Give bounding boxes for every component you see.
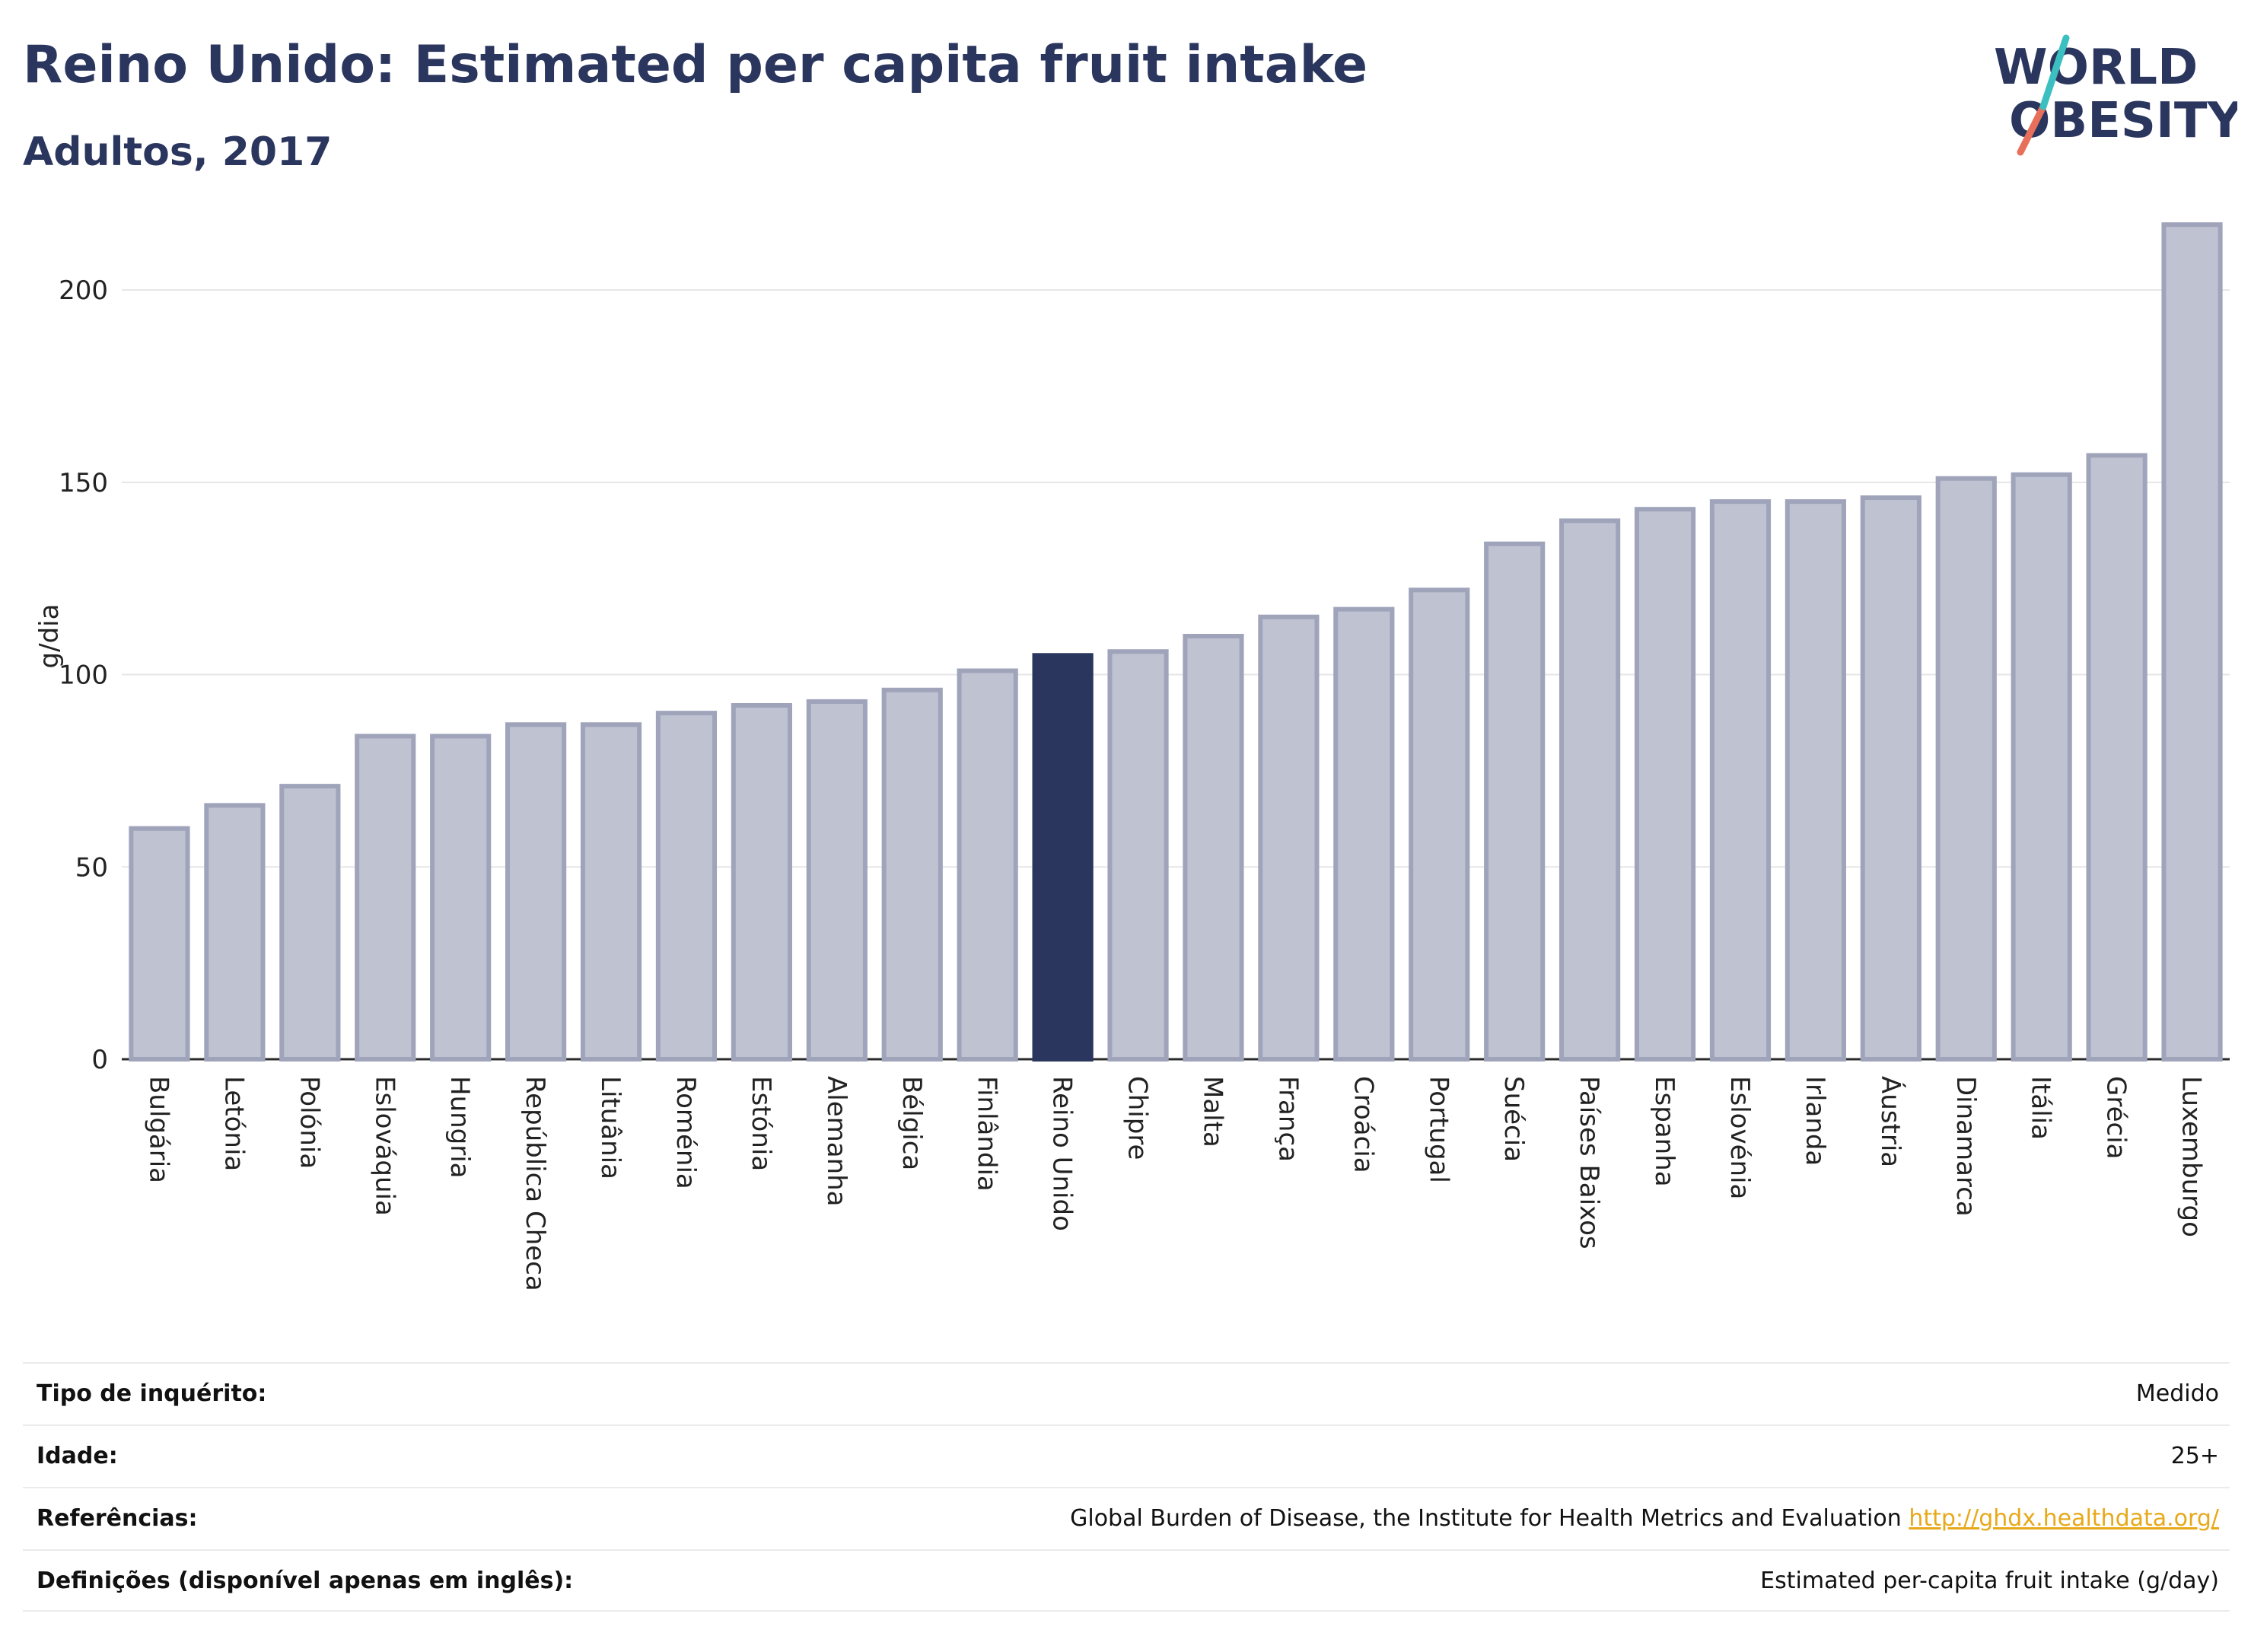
y-tick-label: 50	[75, 852, 108, 883]
x-tick-label: Áustria	[1875, 1076, 1906, 1167]
x-tick-label: Reino Unido	[1047, 1076, 1078, 1231]
x-tick-label: França	[1272, 1076, 1303, 1162]
reference-link[interactable]: http://ghdx.healthdata.org/	[1909, 1505, 2219, 1532]
x-tick-label: Roménia	[670, 1076, 701, 1189]
x-tick-label: Espanha	[1649, 1076, 1679, 1187]
bar-estónia	[731, 702, 792, 1062]
metadata-value: Global Burden of Disease, the Institute …	[1070, 1505, 2219, 1532]
bar-alemanha	[806, 699, 868, 1062]
y-tick-label: 150	[59, 468, 108, 498]
y-axis-label: g/dia	[34, 604, 65, 669]
bar-irlanda	[1785, 499, 1846, 1062]
metadata-value: 25+	[2170, 1443, 2219, 1469]
x-tick-label: Estónia	[746, 1076, 776, 1171]
metadata-table: Tipo de inquérito: Medido Idade: 25+ Referên…	[23, 1362, 2230, 1612]
bar-áustria	[1860, 495, 1921, 1062]
metadata-row: Idade: 25+	[23, 1424, 2230, 1487]
x-tick-label: Finlândia	[972, 1076, 1002, 1192]
metadata-label: Definições (disponível apenas em inglês)…	[37, 1568, 574, 1594]
x-tick-label: Bélgica	[896, 1076, 927, 1170]
metadata-value: Medido	[2135, 1380, 2219, 1407]
bar-bulgária	[129, 826, 190, 1062]
bar-polónia	[279, 784, 341, 1062]
bar-lituânia	[580, 722, 642, 1062]
y-tick-label: 100	[59, 660, 108, 691]
metadata-label: Tipo de inquérito:	[37, 1380, 267, 1407]
x-tick-label: Irlanda	[1800, 1076, 1830, 1166]
metadata-row: Definições (disponível apenas em inglês)…	[23, 1549, 2230, 1612]
x-tick-label: Itália	[2026, 1076, 2056, 1140]
bar-grécia	[2086, 453, 2148, 1062]
x-tick-label: Croácia	[1348, 1076, 1378, 1173]
x-tick-label: Países Baixos	[1574, 1076, 1604, 1249]
x-tick-label: Lituânia	[595, 1076, 626, 1179]
x-tick-label: Malta	[1197, 1076, 1227, 1147]
bar-espanha	[1634, 507, 1696, 1062]
x-tick-label: Eslováquia	[369, 1076, 400, 1216]
x-tick-label: Eslovénia	[1724, 1076, 1755, 1199]
x-tick-label: Letónia	[218, 1076, 249, 1171]
y-tick-label: 200	[59, 275, 108, 306]
metadata-label: Idade:	[37, 1443, 118, 1469]
bar-finlândia	[957, 668, 1018, 1062]
bar-luxemburgo	[2161, 222, 2223, 1062]
x-tick-label: Dinamarca	[1950, 1076, 1981, 1217]
bar-eslovénia	[1709, 499, 1772, 1062]
bar-reino-unido	[1032, 653, 1094, 1062]
x-tick-label: Suécia	[1498, 1076, 1529, 1162]
bar-dinamarca	[1935, 476, 1997, 1062]
world-obesity-logo: WORLD OBESITY	[1994, 34, 2237, 156]
x-axis-ticks: Bulgária Letónia Polónia Eslováquia Hungria R…	[143, 1076, 2206, 1291]
chart-subtitle: Adultos, 2017	[23, 129, 333, 175]
chart-title: Reino Unido: Estimated per capita fruit …	[23, 35, 1368, 95]
x-tick-label: Polónia	[294, 1076, 324, 1169]
bar-chart: 0 50 100 150 200 Bulgária Letónia Polónia Eslov…	[34, 222, 2230, 1291]
bar-suécia	[1484, 541, 1546, 1062]
x-tick-label: Alemanha	[821, 1076, 852, 1207]
x-tick-label: República Checa	[520, 1076, 550, 1291]
x-tick-label: Portugal	[1423, 1076, 1453, 1183]
x-tick-label: Luxemburgo	[2176, 1076, 2207, 1237]
bar-países-baixos	[1559, 518, 1621, 1062]
metadata-label: Referências:	[37, 1505, 198, 1532]
bar-letónia	[204, 803, 266, 1062]
x-tick-label: Hungria	[444, 1076, 475, 1179]
y-tick-label: 0	[91, 1045, 108, 1075]
bar-eslováquia	[355, 734, 416, 1062]
bar-frança	[1258, 614, 1320, 1062]
bar-roménia	[655, 711, 718, 1062]
metadata-value: Estimated per-capita fruit intake (g/day…	[1760, 1568, 2219, 1594]
x-tick-label: Grécia	[2101, 1076, 2132, 1159]
x-tick-label: Chipre	[1122, 1076, 1153, 1160]
logo-text-world: WORLD	[1994, 40, 2198, 96]
bars	[129, 222, 2223, 1062]
metadata-row: Referências: Global Burden of Disease, th…	[23, 1487, 2230, 1549]
x-tick-label: Bulgária	[143, 1076, 174, 1183]
metadata-row: Tipo de inquérito: Medido	[23, 1362, 2230, 1424]
bar-hungria	[430, 734, 492, 1062]
bar-bélgica	[881, 687, 943, 1062]
bar-malta	[1183, 634, 1244, 1062]
bar-croácia	[1333, 606, 1395, 1062]
bar-portugal	[1409, 587, 1470, 1062]
bar-itália	[2011, 472, 2072, 1062]
bar-república-checa	[505, 722, 567, 1062]
y-axis-ticks: 0 50 100 150 200	[59, 275, 108, 1075]
bar-chipre	[1107, 649, 1169, 1062]
